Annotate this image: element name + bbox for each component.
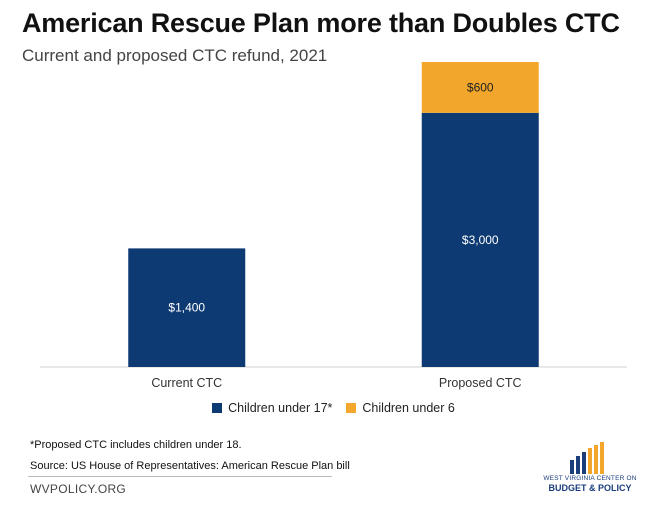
bar-segment-under17-proposed — [421, 112, 539, 367]
site-url: WVPOLICY.ORG — [30, 482, 127, 496]
logo-text-line1: WEST VIRGINIA CENTER ON — [543, 475, 637, 482]
legend-item-under17: Children under 17* — [212, 401, 332, 415]
footnote: *Proposed CTC includes children under 18… — [30, 439, 242, 451]
legend-swatch-under17 — [212, 403, 223, 413]
data-label-under17-proposed: $3,000 — [462, 233, 499, 247]
chart-title: American Rescue Plan more than Doubles C… — [22, 8, 620, 38]
source-note: Source: US House of Representatives: Ame… — [30, 460, 350, 472]
legend-item-under6: Children under 6 — [346, 401, 455, 415]
data-label-under6-proposed: $600 — [467, 80, 494, 94]
data-label-under17-current: $1,400 — [168, 301, 205, 315]
logo-text-line2: BUDGET & POLICY — [548, 483, 632, 493]
organization-logo: WEST VIRGINIA CENTER ON BUDGET & POLICY — [540, 442, 640, 500]
legend-label-under6: Children under 6 — [362, 401, 455, 415]
stacked-bar-chart: $1,400 Current CTC $3,000 $600 Proposed CTC — [40, 62, 627, 390]
legend-swatch-under6 — [346, 403, 357, 413]
chart-legend: Children under 17* Children under 6 — [0, 401, 667, 415]
bar-segment-under17-current — [128, 248, 246, 367]
footer-divider — [28, 476, 332, 477]
bar-chart-logo-icon — [570, 442, 604, 474]
legend-label-under17: Children under 17* — [228, 401, 333, 415]
bar-segment-under6-proposed — [421, 62, 539, 113]
x-tick-label-current: Current CTC — [151, 376, 222, 390]
x-tick-label-proposed: Proposed CTC — [439, 376, 522, 390]
chart-subtitle: Current and proposed CTC refund, 2021 — [22, 46, 328, 65]
